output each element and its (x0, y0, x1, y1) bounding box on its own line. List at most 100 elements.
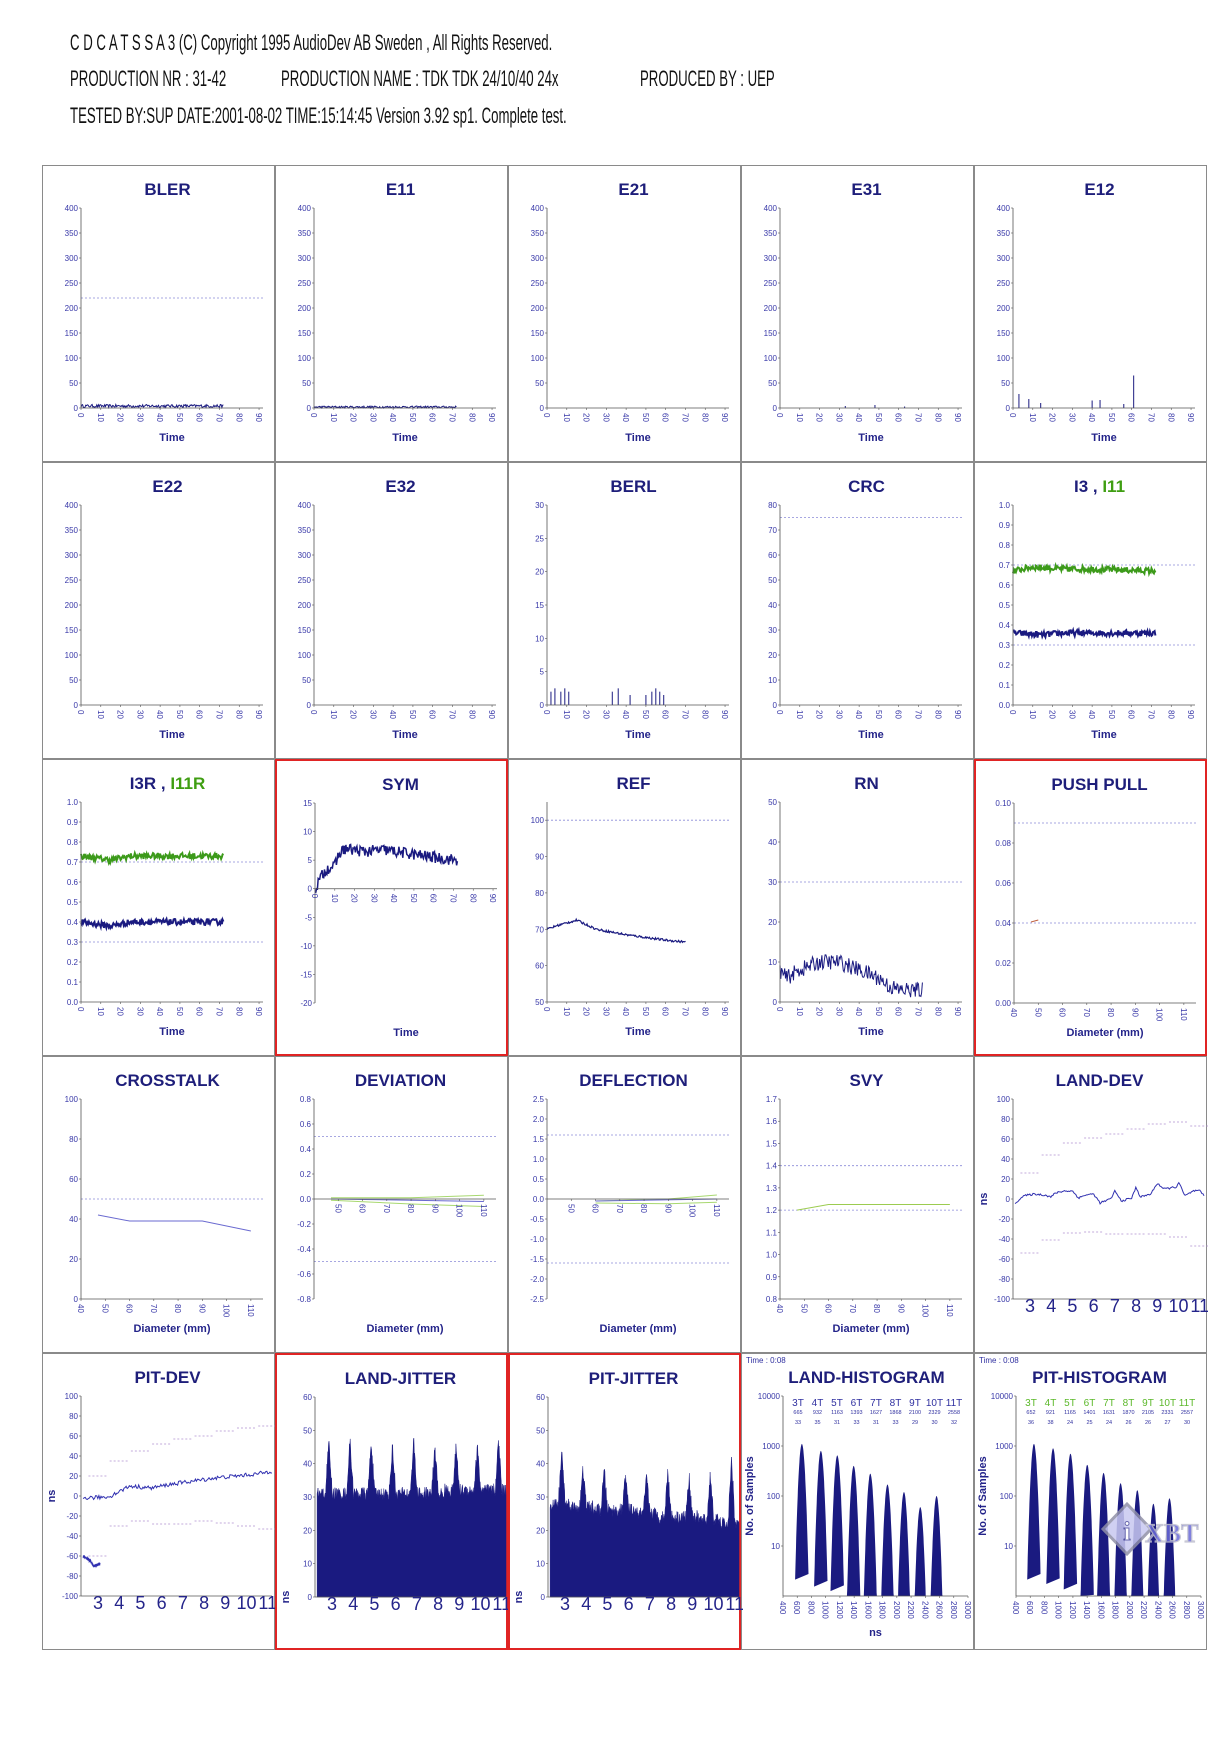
chart-title: E32 (276, 477, 507, 497)
x-tick-label: 40 (1087, 413, 1096, 422)
x-category-label: 7 (645, 1594, 655, 1614)
x-tick-label: 70 (680, 413, 689, 422)
chart-title-text: DEFLECTION (579, 1071, 688, 1090)
x-category-label: 9 (687, 1594, 697, 1614)
chart-title-secondary: I11R (170, 774, 206, 793)
y-tick-label: 1.0 (533, 1155, 545, 1164)
chart-title: DEFLECTION (509, 1071, 740, 1091)
histogram-peak (814, 1450, 828, 1587)
chart-svg: -20 -15 -10 -5 0 5 10 15 0 10 20 30 40 50 60 70 80 90 Time (300, 799, 497, 1039)
chart-title: I3 , I11 (975, 477, 1206, 497)
y-tick-label: -60 (998, 1255, 1010, 1264)
x-tick-label: 2800 (1182, 1601, 1191, 1619)
chart-svg: 0 50 100 150 200 250 300 350 400 0 10 20 30 40 50 60 70 8… (764, 204, 962, 444)
y-tick-label: 80 (69, 1135, 78, 1144)
x-tick-label: 80 (468, 894, 477, 903)
sigma-value: 35 (814, 1420, 820, 1426)
x-axis-label: Time (159, 729, 184, 741)
y-tick-label: 60 (303, 1393, 312, 1402)
histogram-peak (1046, 1448, 1060, 1584)
run-length-label: 7T (870, 1398, 882, 1409)
y-tick-label: 0.7 (67, 858, 79, 867)
sigma-value: 26 (1125, 1420, 1131, 1426)
x-tick-label: 70 (1082, 1008, 1091, 1017)
run-length-label: 5T (1064, 1398, 1076, 1409)
y-tick-label: 1.0 (999, 501, 1011, 510)
x-category-label: 4 (1046, 1296, 1056, 1316)
x-tick-label: 80 (234, 1007, 243, 1016)
x-tick-label: 70 (913, 413, 922, 422)
chart-title-text: E21 (618, 180, 649, 199)
chart-title: CRC (742, 477, 973, 497)
y-tick-label: 50 (1001, 379, 1010, 388)
y-tick-label: 400 (65, 501, 79, 510)
mean-value: 932 (813, 1410, 822, 1416)
x-tick-label: 90 (720, 710, 729, 719)
x-tick-label: 40 (854, 413, 863, 422)
x-tick-label: 20 (349, 710, 358, 719)
chart-title-text: RN (854, 774, 879, 793)
run-length-label: 6T (851, 1398, 863, 1409)
chart-svg: -100 -80 -60 -40 -20 0 20 40 60 80 100 3 4 5 6 7 8 9 10 11 n… (46, 1392, 276, 1613)
x-tick-label: 30 (135, 413, 144, 422)
x-tick-label: 50 (175, 710, 184, 719)
x-tick-label: 30 (1067, 710, 1076, 719)
y-tick-label: 1.7 (766, 1095, 778, 1104)
y-tick-label: -20 (66, 1512, 78, 1521)
x-tick-label: 90 (663, 1204, 672, 1213)
x-tick-label: 1800 (1111, 1601, 1120, 1619)
x-tick-label: 0 (1008, 413, 1017, 418)
y-tick-label: 0 (74, 1492, 79, 1501)
sigma-value: 36 (1028, 1420, 1034, 1426)
sigma-value: 25 (1086, 1420, 1092, 1426)
x-axis-label: Diameter (mm) (599, 1323, 676, 1335)
y-tick-label: 40 (69, 1452, 78, 1461)
y-tick-label: 50 (69, 676, 78, 685)
x-tick-label: 1800 (878, 1601, 887, 1619)
x-tick-label: 30 (135, 1007, 144, 1016)
x-tick-label: 90 (953, 1007, 962, 1016)
x-tick-label: 60 (894, 710, 903, 719)
y-tick-label: 40 (768, 838, 777, 847)
x-category-label: 9 (220, 1593, 230, 1613)
y-tick-label: 40 (303, 1460, 312, 1469)
x-category-label: 8 (666, 1594, 676, 1614)
x-category-label: 3 (93, 1593, 103, 1613)
x-tick-label: 10 (96, 1007, 105, 1016)
y-tick-label: 0.8 (766, 1295, 778, 1304)
x-tick-label: 70 (214, 413, 223, 422)
x-tick-label: 2000 (1125, 1601, 1134, 1619)
x-tick-label: 0 (542, 710, 551, 715)
data-line (82, 1470, 273, 1501)
sigma-value: 31 (834, 1420, 840, 1426)
x-tick-label: 30 (601, 1007, 610, 1016)
x-axis-label: Time (858, 1026, 883, 1038)
chart-title-text: PIT-DEV (134, 1368, 201, 1387)
histogram-peak (795, 1443, 809, 1580)
chart-title: E11 (276, 180, 507, 200)
y-tick-label: 300 (65, 551, 79, 560)
y-tick-label: 5 (540, 668, 545, 677)
chart-title: E21 (509, 180, 740, 200)
chart-panel-land-jitter: LAND-JITTER 0 10 20 30 40 50 60 3 4 5 6 7 8 9 10 11 ns (275, 1353, 510, 1650)
y-tick-label: 100 (298, 651, 312, 660)
y-tick-label: 1.5 (533, 1135, 545, 1144)
x-category-label: 10 (471, 1594, 491, 1614)
y-tick-label: 50 (535, 379, 544, 388)
x-tick-label: 40 (389, 894, 398, 903)
x-tick-label: 60 (661, 1007, 670, 1016)
x-tick-label: 80 (406, 1204, 415, 1213)
x-tick-label: 0 (310, 894, 319, 899)
y-tick-label: -100 (62, 1592, 79, 1601)
x-axis-label: Diameter (mm) (832, 1323, 909, 1335)
x-tick-label: 70 (680, 710, 689, 719)
y-tick-label: 100 (764, 354, 778, 363)
y-tick-label: 300 (298, 551, 312, 560)
chart-title-text: E31 (851, 180, 882, 199)
data-line (330, 1199, 484, 1207)
y-axis-label: No. of Samples (744, 1456, 756, 1535)
chart-panel-sym: SYM -20 -15 -10 -5 0 5 10 15 0 10 20 30 40 50 60 70 80 90 T… (275, 759, 508, 1056)
x-category-label: 4 (581, 1594, 591, 1614)
chart-panel-e11: E11 0 50 100 150 200 250 300 350 400 0 10 20 30 40 50 60… (275, 165, 508, 462)
